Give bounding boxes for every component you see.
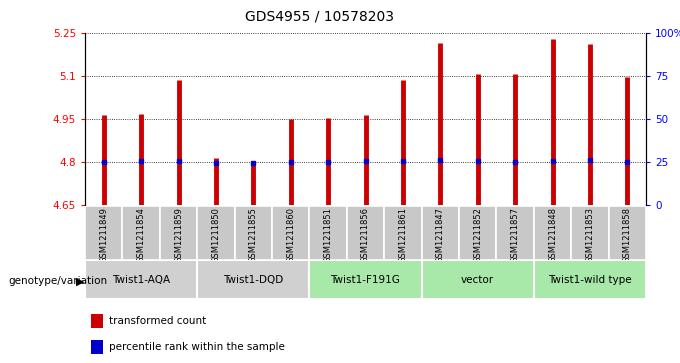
Bar — [534, 260, 646, 299]
Text: transformed count: transformed count — [109, 315, 206, 326]
Bar — [309, 260, 422, 299]
Bar — [534, 206, 571, 260]
Bar — [609, 206, 646, 260]
Bar — [309, 206, 347, 260]
Text: ▶: ▶ — [76, 276, 84, 286]
Bar — [422, 206, 459, 260]
Text: Twist1-AQA: Twist1-AQA — [112, 274, 170, 285]
Bar — [347, 206, 384, 260]
Bar — [122, 206, 160, 260]
Text: GSM1211855: GSM1211855 — [249, 207, 258, 263]
Bar — [272, 206, 309, 260]
Text: GSM1211853: GSM1211853 — [585, 207, 594, 264]
Bar — [422, 260, 534, 299]
Text: Twist1-wild type: Twist1-wild type — [548, 274, 632, 285]
Text: GSM1211849: GSM1211849 — [99, 207, 108, 263]
Text: percentile rank within the sample: percentile rank within the sample — [109, 342, 284, 352]
Bar — [384, 206, 422, 260]
Bar — [85, 260, 197, 299]
Text: GSM1211848: GSM1211848 — [548, 207, 557, 264]
Text: GSM1211851: GSM1211851 — [324, 207, 333, 263]
Bar — [90, 340, 103, 354]
Bar — [496, 206, 534, 260]
Bar — [85, 206, 122, 260]
Bar — [459, 206, 496, 260]
Text: Twist1-F191G: Twist1-F191G — [330, 274, 401, 285]
Text: GSM1211856: GSM1211856 — [361, 207, 370, 264]
Bar — [235, 206, 272, 260]
Bar — [160, 206, 197, 260]
Text: genotype/variation: genotype/variation — [8, 276, 107, 286]
Text: GDS4955 / 10578203: GDS4955 / 10578203 — [245, 9, 394, 23]
Text: GSM1211852: GSM1211852 — [473, 207, 482, 263]
Bar — [571, 206, 609, 260]
Bar — [197, 260, 309, 299]
Text: GSM1211861: GSM1211861 — [398, 207, 407, 264]
Bar — [197, 206, 235, 260]
Text: GSM1211850: GSM1211850 — [211, 207, 220, 263]
Text: Twist1-DQD: Twist1-DQD — [223, 274, 284, 285]
Bar — [90, 314, 103, 328]
Text: GSM1211857: GSM1211857 — [511, 207, 520, 264]
Text: vector: vector — [461, 274, 494, 285]
Text: GSM1211854: GSM1211854 — [137, 207, 146, 263]
Text: GSM1211859: GSM1211859 — [174, 207, 183, 263]
Text: GSM1211858: GSM1211858 — [623, 207, 632, 264]
Text: GSM1211860: GSM1211860 — [286, 207, 295, 264]
Text: GSM1211847: GSM1211847 — [436, 207, 445, 264]
